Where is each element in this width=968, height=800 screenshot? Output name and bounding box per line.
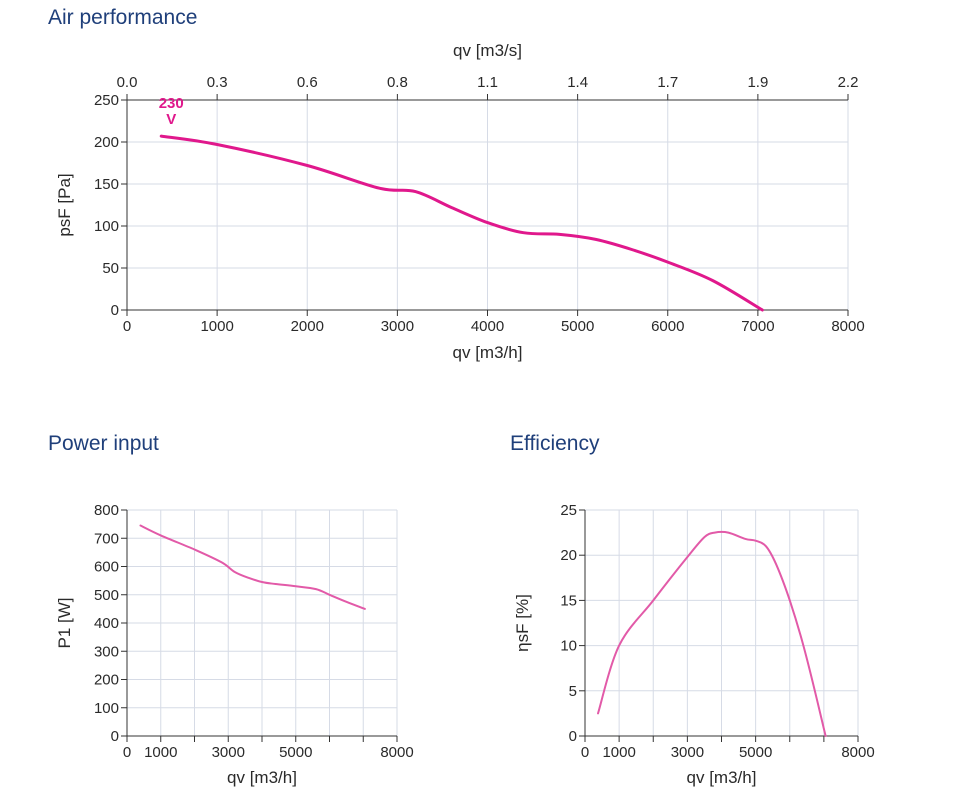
air-x-tick-label: 3000: [381, 318, 414, 335]
efficiency-x-tick-label: 8000: [841, 744, 874, 761]
efficiency-x-tick-label: 1000: [602, 744, 635, 761]
air-x-tick-label: 8000: [831, 318, 864, 335]
power-y-tick-label: 800: [94, 502, 119, 519]
air-y-tick-label: 150: [94, 176, 119, 193]
air-x-tick-label: 0: [123, 318, 131, 335]
air-x-tick-label: 5000: [561, 318, 594, 335]
power-x-tick-label: 5000: [279, 744, 312, 761]
air-curve-annotation-line2: V: [166, 111, 176, 128]
power-y-tick-label: 400: [94, 615, 119, 632]
air-y-tick-label: 100: [94, 218, 119, 235]
air-x2-tick-label: 2.2: [838, 74, 859, 91]
air-x2-tick-label: 1.1: [477, 74, 498, 91]
air-y-tick-label: 250: [94, 92, 119, 109]
power-y-tick-label: 200: [94, 672, 119, 689]
air-x-tick-label: 4000: [471, 318, 504, 335]
power-y-tick-label: 100: [94, 700, 119, 717]
air-y-tick-label: 50: [102, 260, 119, 277]
power-input-title: Power input: [48, 432, 159, 455]
power-series-line: [139, 524, 366, 610]
air-x-axis-label: qv [m3/h]: [453, 343, 523, 362]
air-x2-axis-label: qv [m3/s]: [453, 41, 522, 60]
efficiency-y-tick-label: 10: [560, 638, 577, 655]
efficiency-series-line: [597, 530, 827, 737]
power-x-axis-label: qv [m3/h]: [227, 768, 297, 787]
efficiency-x-axis-label: qv [m3/h]: [687, 768, 757, 787]
power-y-tick-label: 700: [94, 530, 119, 547]
efficiency-y-tick-label: 15: [560, 592, 577, 609]
air-series-line: [159, 134, 764, 312]
air-x-tick-label: 6000: [651, 318, 684, 335]
air-x2-tick-label: 0.8: [387, 74, 408, 91]
air-x-tick-label: 1000: [200, 318, 233, 335]
power-x-tick-label: 0: [123, 744, 131, 761]
power-y-tick-label: 500: [94, 587, 119, 604]
power-x-tick-label: 8000: [380, 744, 413, 761]
efficiency-y-tick-label: 20: [560, 547, 577, 564]
power-y-tick-label: 0: [111, 728, 119, 745]
efficiency-title: Efficiency: [510, 432, 600, 455]
power-y-tick-label: 600: [94, 559, 119, 576]
air-x2-tick-label: 1.7: [657, 74, 678, 91]
air-y-tick-label: 200: [94, 134, 119, 151]
power-x-tick-label: 3000: [212, 744, 245, 761]
air-curve-annotation-line1: 230: [159, 95, 184, 112]
air-x-tick-label: 7000: [741, 318, 774, 335]
air-x2-tick-label: 0.0: [117, 74, 138, 91]
efficiency-y-tick-label: 0: [569, 728, 577, 745]
air-x2-tick-label: 1.9: [747, 74, 768, 91]
air-y-tick-label: 0: [111, 302, 119, 319]
air-x2-tick-label: 1.4: [567, 74, 588, 91]
power-x-tick-label: 1000: [144, 744, 177, 761]
air-x2-tick-label: 0.6: [297, 74, 318, 91]
efficiency-x-tick-label: 3000: [671, 744, 704, 761]
air-x-tick-label: 2000: [291, 318, 324, 335]
efficiency-y-axis-label: ηsF [%]: [513, 594, 532, 652]
air-performance-title: Air performance: [48, 6, 198, 29]
efficiency-y-tick-label: 5: [569, 683, 577, 700]
power-y-tick-label: 300: [94, 643, 119, 660]
efficiency-x-tick-label: 0: [581, 744, 589, 761]
power-y-axis-label: P1 [W]: [55, 597, 74, 648]
air-y-axis-label: psF [Pa]: [55, 173, 74, 236]
efficiency-x-tick-label: 5000: [739, 744, 772, 761]
efficiency-y-tick-label: 25: [560, 502, 577, 519]
air-x2-tick-label: 0.3: [207, 74, 228, 91]
